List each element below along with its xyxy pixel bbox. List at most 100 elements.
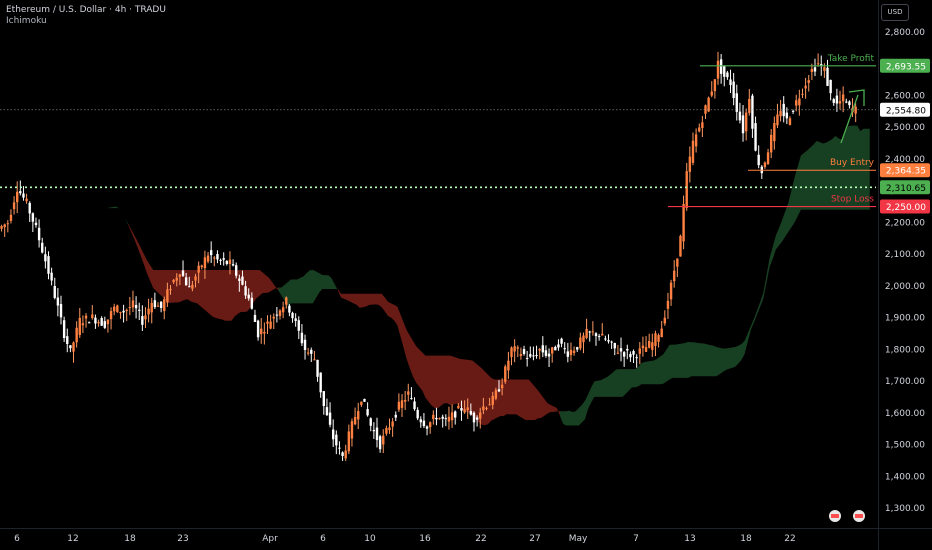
candle-body xyxy=(12,202,16,210)
candle-body xyxy=(591,331,595,333)
x-tick-label: Apr xyxy=(262,534,278,544)
candle-body xyxy=(131,300,135,308)
candle-body xyxy=(369,418,372,426)
candle-body xyxy=(425,426,429,429)
x-tick-label: 16 xyxy=(419,534,431,544)
candle-body xyxy=(225,261,229,264)
candle-body xyxy=(438,418,441,420)
candle-body xyxy=(407,391,410,395)
candle-body xyxy=(500,384,504,389)
candle-body xyxy=(203,257,207,269)
candle-body xyxy=(516,347,519,349)
candle-body xyxy=(188,286,191,288)
candle-body xyxy=(601,333,604,336)
candle-body xyxy=(263,331,266,334)
candle-body xyxy=(773,123,776,142)
candle-body xyxy=(269,321,272,329)
candle-body xyxy=(807,80,810,83)
candle-body xyxy=(647,341,651,348)
candle-body xyxy=(266,321,269,324)
y-tick-label: 1,500.00 xyxy=(885,441,925,451)
price-tag-2-bg xyxy=(880,199,930,214)
candle-body xyxy=(466,407,469,411)
candle-body xyxy=(766,152,770,165)
candle-body xyxy=(100,318,103,326)
candle-body xyxy=(213,257,216,259)
candle-body xyxy=(16,191,19,203)
x-tick-label: 27 xyxy=(529,534,540,544)
candle-body xyxy=(576,347,579,350)
candle-body xyxy=(791,110,795,112)
candle-body xyxy=(563,348,566,350)
indicator-name[interactable]: Ichimoku xyxy=(6,16,47,26)
candle-body xyxy=(588,331,591,333)
marker-tag-0-text: 2,554.80 xyxy=(886,106,926,116)
event-badge-flag-0 xyxy=(831,514,839,518)
candle-body xyxy=(823,67,826,71)
currency-button[interactable]: USD xyxy=(881,4,909,21)
candle-body xyxy=(191,284,194,289)
candle-body xyxy=(845,101,848,103)
candle-body xyxy=(848,101,851,106)
candle-body xyxy=(754,123,757,151)
candle-body xyxy=(691,140,695,163)
candle-body xyxy=(288,305,291,313)
candle-body xyxy=(710,91,713,96)
candle-body xyxy=(475,417,479,420)
candle-body xyxy=(582,335,585,343)
candle-body xyxy=(660,328,663,338)
x-tick-label: 12 xyxy=(67,534,78,544)
candle-body xyxy=(510,347,513,358)
x-tick-label: May xyxy=(569,534,588,544)
candle-body xyxy=(166,289,169,303)
candle-body xyxy=(741,115,745,134)
candle-body xyxy=(701,122,704,128)
candle-body xyxy=(698,127,701,132)
candle-body xyxy=(738,111,742,121)
candle-body xyxy=(50,272,53,281)
candle-body xyxy=(613,343,616,349)
candle-body xyxy=(798,98,801,106)
candle-body xyxy=(206,255,210,262)
candle-body xyxy=(726,72,729,78)
candle-body xyxy=(316,359,319,377)
candle-body xyxy=(300,332,304,344)
candle-body xyxy=(619,348,623,352)
candle-body xyxy=(829,79,832,94)
y-tick-label: 1,700.00 xyxy=(885,377,925,387)
candle-body xyxy=(347,431,351,452)
candle-body xyxy=(106,319,110,325)
candle-body xyxy=(241,276,244,285)
candle-body xyxy=(622,352,626,357)
candle-body xyxy=(488,404,491,406)
price-tag-2-text: 2,250.00 xyxy=(886,203,926,213)
candle-body xyxy=(153,300,157,308)
candle-body xyxy=(816,63,820,65)
candle-body xyxy=(163,299,166,312)
cloud-bullish xyxy=(278,270,338,306)
candle-body xyxy=(275,314,279,316)
candle-body xyxy=(682,203,685,242)
candle-body xyxy=(841,94,845,102)
candle-body xyxy=(400,400,404,408)
candle-body xyxy=(56,297,60,306)
candle-body xyxy=(554,346,557,351)
candle-body xyxy=(69,345,72,349)
candle-body xyxy=(253,314,257,322)
x-tick-label: 18 xyxy=(740,534,752,544)
candle-body xyxy=(616,352,620,354)
candle-body xyxy=(569,349,573,355)
cloud-bearish xyxy=(128,223,279,321)
candle-body xyxy=(306,352,310,354)
candle-body xyxy=(194,276,197,281)
candle-body xyxy=(519,353,523,356)
candle-body xyxy=(657,335,660,342)
candle-body xyxy=(0,226,3,229)
candle-body xyxy=(235,265,238,276)
candle-body xyxy=(72,342,75,352)
candle-body xyxy=(200,265,203,268)
candle-body xyxy=(444,418,448,420)
candle-body xyxy=(144,315,147,320)
